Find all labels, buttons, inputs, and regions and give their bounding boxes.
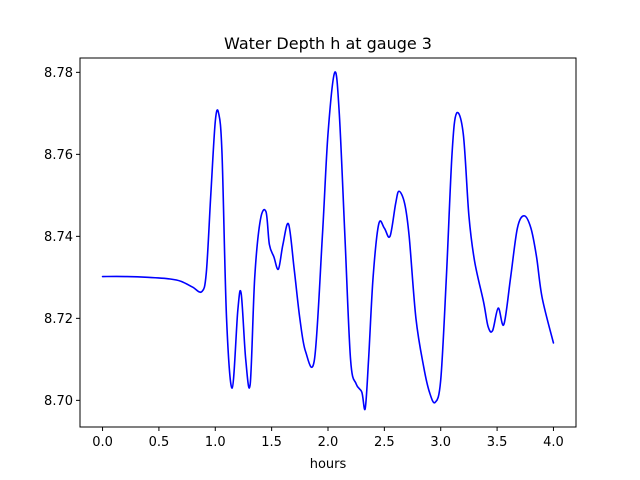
y-tick-label: 8.74 bbox=[44, 230, 73, 245]
x-tick-label: 3.5 bbox=[487, 435, 508, 450]
plot-frame bbox=[79, 57, 577, 428]
x-tick-label: 1.0 bbox=[205, 435, 226, 450]
x-axis-label: hours bbox=[310, 457, 347, 472]
series-line-0 bbox=[101, 71, 555, 411]
y-tick-label: 8.70 bbox=[44, 394, 73, 409]
x-tick-label: 3.0 bbox=[430, 435, 451, 450]
x-tick-label: 1.5 bbox=[261, 435, 282, 450]
x-tick-label: 4.0 bbox=[543, 435, 564, 450]
x-tick-label: 0.5 bbox=[149, 435, 170, 450]
x-tick-label: 2.0 bbox=[318, 435, 339, 450]
chart-title: Water Depth h at gauge 3 bbox=[224, 34, 432, 53]
x-tick-label: 2.5 bbox=[374, 435, 395, 450]
y-tick-label: 8.72 bbox=[44, 312, 73, 327]
y-tick-label: 8.78 bbox=[44, 66, 73, 81]
y-tick-label: 8.76 bbox=[44, 148, 73, 163]
x-tick-label: 0.0 bbox=[92, 435, 113, 450]
